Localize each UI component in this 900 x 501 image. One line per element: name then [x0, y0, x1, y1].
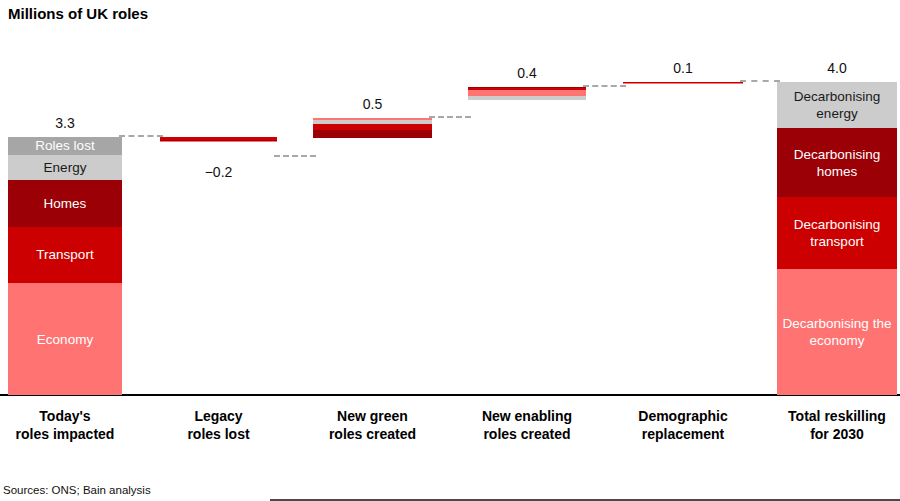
- source-note: Sources: ONS; Bain analysis: [3, 484, 151, 496]
- bar-new-green-roles-created: [313, 118, 432, 158]
- waterfall-chart: Roles lostEnergyHomesTransportEconomy 3.3…: [0, 0, 900, 501]
- category-label-todays-roles-impacted: Today's roles impacted: [0, 407, 145, 443]
- bar-segment-decarbonising-the-economy: Decarbonising the economy: [777, 269, 897, 395]
- bar-segment: [160, 141, 277, 142]
- bar-new-enabling-roles-created: [468, 87, 586, 118]
- bar-total-reskilling-for-2030: Decarbonising energyDecarbonising homesD…: [777, 82, 897, 395]
- bar-segment-decarbonising-transport: Decarbonising transport: [777, 197, 897, 269]
- connector-dashed-line: [583, 85, 626, 87]
- bar-segment-decarbonising-homes: Decarbonising homes: [777, 128, 897, 197]
- x-axis-baseline: [0, 394, 900, 396]
- value-label-new-green-roles-created: 0.5: [333, 96, 413, 113]
- value-label-demographic-replacement: 0.1: [643, 60, 723, 77]
- connector-dashed-line: [429, 116, 471, 118]
- bar-legacy-roles-lost: [160, 137, 277, 157]
- bar-segment: [468, 96, 586, 100]
- bar-segment: [313, 130, 432, 138]
- category-label-new-enabling-roles-created: New enabling roles created: [447, 407, 607, 443]
- value-label-new-enabling-roles-created: 0.4: [487, 65, 567, 82]
- connector-dashed-line: [274, 155, 316, 157]
- chart-frame: Millions of UK roles Roles lostEnergyHom…: [0, 0, 900, 501]
- bar-segment-homes: Homes: [8, 180, 122, 227]
- value-label-legacy-roles-lost: −0.2: [179, 164, 259, 181]
- connector-dashed-line: [740, 80, 780, 82]
- bar-demographic-replacement: [623, 82, 743, 90]
- bar-segment-energy: Energy: [8, 155, 122, 180]
- value-label-todays-roles-impacted: 3.3: [25, 115, 105, 132]
- category-label-total-reskilling-for-2030: Total reskilling for 2030: [757, 407, 900, 443]
- bar-segment-decarbonising-energy: Decarbonising energy: [777, 82, 897, 128]
- connector-dashed-line: [119, 135, 163, 137]
- value-label-total-reskilling-for-2030: 4.0: [797, 60, 877, 77]
- category-label-demographic-replacement: Demographic replacement: [603, 407, 763, 443]
- bar-todays-roles-impacted: Roles lostEnergyHomesTransportEconomy: [8, 137, 122, 395]
- bar-segment-transport: Transport: [8, 227, 122, 283]
- category-label-new-green-roles-created: New green roles created: [293, 407, 453, 443]
- category-label-legacy-roles-lost: Legacy roles lost: [139, 407, 299, 443]
- bar-segment-roles-lost: Roles lost: [8, 137, 122, 155]
- bar-segment-economy: Economy: [8, 283, 122, 395]
